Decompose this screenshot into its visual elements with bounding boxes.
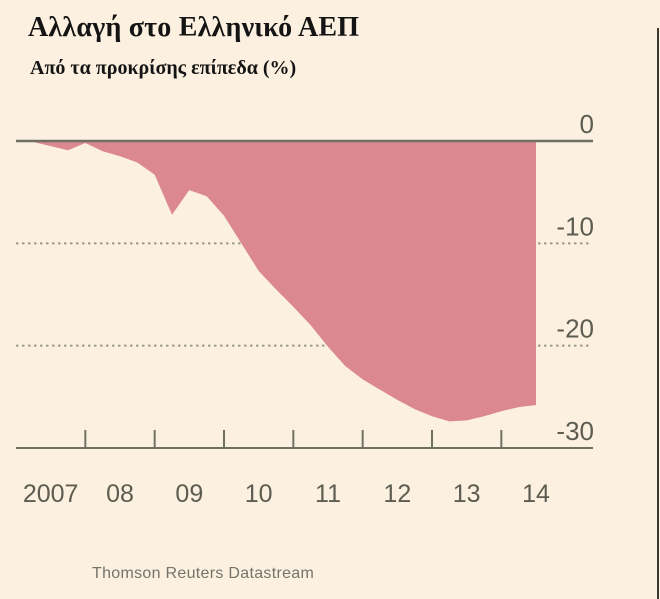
y-tick-label: -10 <box>556 211 594 241</box>
x-tick-label: 10 <box>245 480 273 508</box>
y-tick-label: 0 <box>580 109 594 139</box>
y-tick-label: -30 <box>556 416 594 446</box>
chart-subtitle: Από τα προκρίσης επίπεδα (%) <box>30 57 297 79</box>
x-tick-label: 13 <box>453 480 481 508</box>
source-credit: Thomson Reuters Datastream <box>92 565 315 582</box>
page-title: Αλλαγή στο Ελληνικό ΑΕΠ <box>28 12 360 43</box>
gdp-area-chart: 2007 08 09 10 11 12 13 14 0 -10 -20 -30 <box>16 109 594 508</box>
x-tick-label: 08 <box>106 480 134 508</box>
x-tick-label: 09 <box>175 480 203 508</box>
x-tick-label: 2007 <box>23 480 79 508</box>
gdp-area-series <box>16 141 536 422</box>
x-tick-label: 14 <box>522 480 550 508</box>
y-tick-label: -20 <box>556 314 594 344</box>
screen-edge-line <box>657 28 659 599</box>
x-tick-label: 12 <box>383 480 411 508</box>
x-tick-label: 11 <box>315 480 341 508</box>
